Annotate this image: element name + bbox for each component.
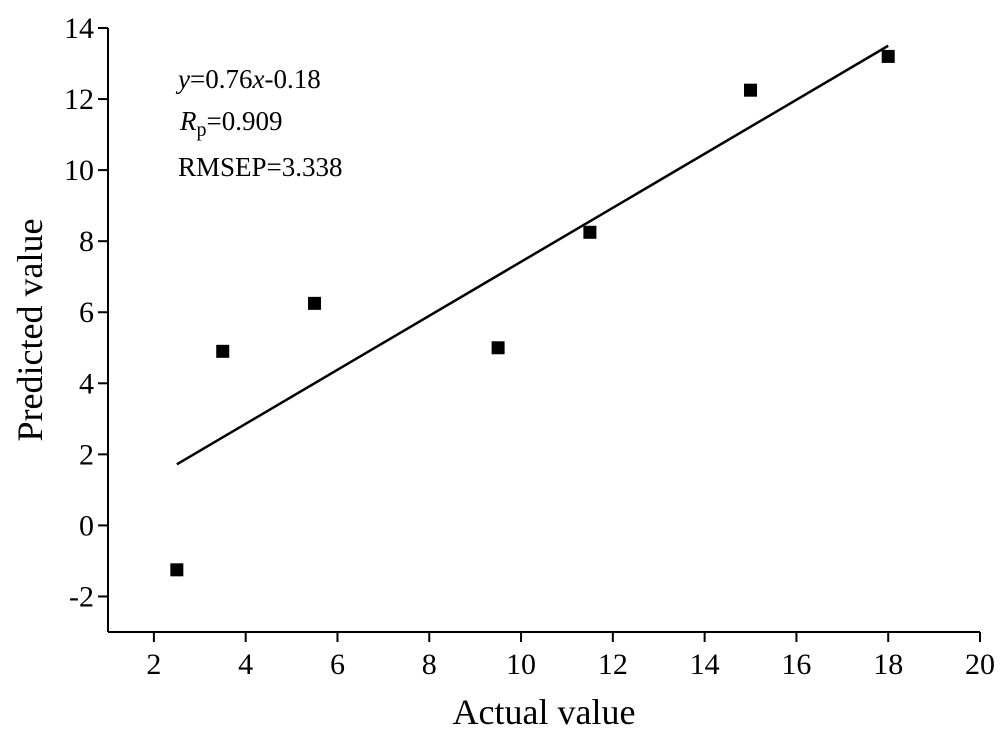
plot-area: [107, 28, 980, 633]
data-points: [170, 49, 895, 577]
x-ticks: 2 4 6 8 10 12 14 16 18 20: [146, 632, 995, 681]
rp-annotation: Rp=0.909: [179, 106, 282, 141]
x-tick-label: 10: [506, 648, 536, 681]
y-tick-label: -2: [69, 580, 94, 613]
equation-var-x: x: [251, 64, 264, 94]
x-tick-label: 12: [598, 648, 628, 681]
y-ticks: -2 0 2 4 6 8 10 12 14: [64, 12, 108, 613]
rp-symbol: R: [179, 106, 197, 136]
equation-var-y: y: [175, 64, 190, 94]
x-tick-label: 16: [781, 648, 811, 681]
y-tick-label: 2: [79, 438, 94, 471]
equation-intercept: -0.18: [264, 64, 320, 94]
x-tick-label: 2: [146, 648, 161, 681]
equation-slope: =0.76: [190, 64, 252, 94]
x-tick-label: 6: [330, 648, 345, 681]
y-tick-label: 4: [79, 367, 94, 400]
rp-subscript: p: [197, 119, 207, 141]
y-tick-label: 10: [64, 154, 94, 187]
data-point: [744, 83, 758, 97]
x-axis-title: Actual value: [453, 692, 636, 732]
rp-value: =0.909: [207, 106, 283, 136]
y-tick-label: 14: [64, 12, 94, 45]
y-tick-label: 8: [79, 225, 94, 258]
x-tick-label: 18: [873, 648, 903, 681]
x-tick-label: 20: [965, 648, 995, 681]
x-tick-label: 14: [690, 648, 720, 681]
x-tick-label: 8: [422, 648, 437, 681]
x-tick-label: 4: [238, 648, 253, 681]
equation-annotation: y=0.76x-0.18: [175, 64, 321, 94]
data-point: [491, 341, 505, 355]
data-point: [308, 296, 322, 310]
y-tick-label: 12: [64, 83, 94, 116]
y-axis-title: Predicted value: [10, 219, 50, 442]
data-point: [216, 344, 230, 358]
y-tick-label: 6: [79, 296, 94, 329]
data-point: [881, 49, 895, 63]
y-tick-label: 0: [79, 509, 94, 542]
regression-line: [176, 44, 889, 466]
data-point: [170, 563, 184, 577]
rmsep-annotation: RMSEP=3.338: [178, 152, 343, 182]
data-point: [583, 225, 597, 239]
